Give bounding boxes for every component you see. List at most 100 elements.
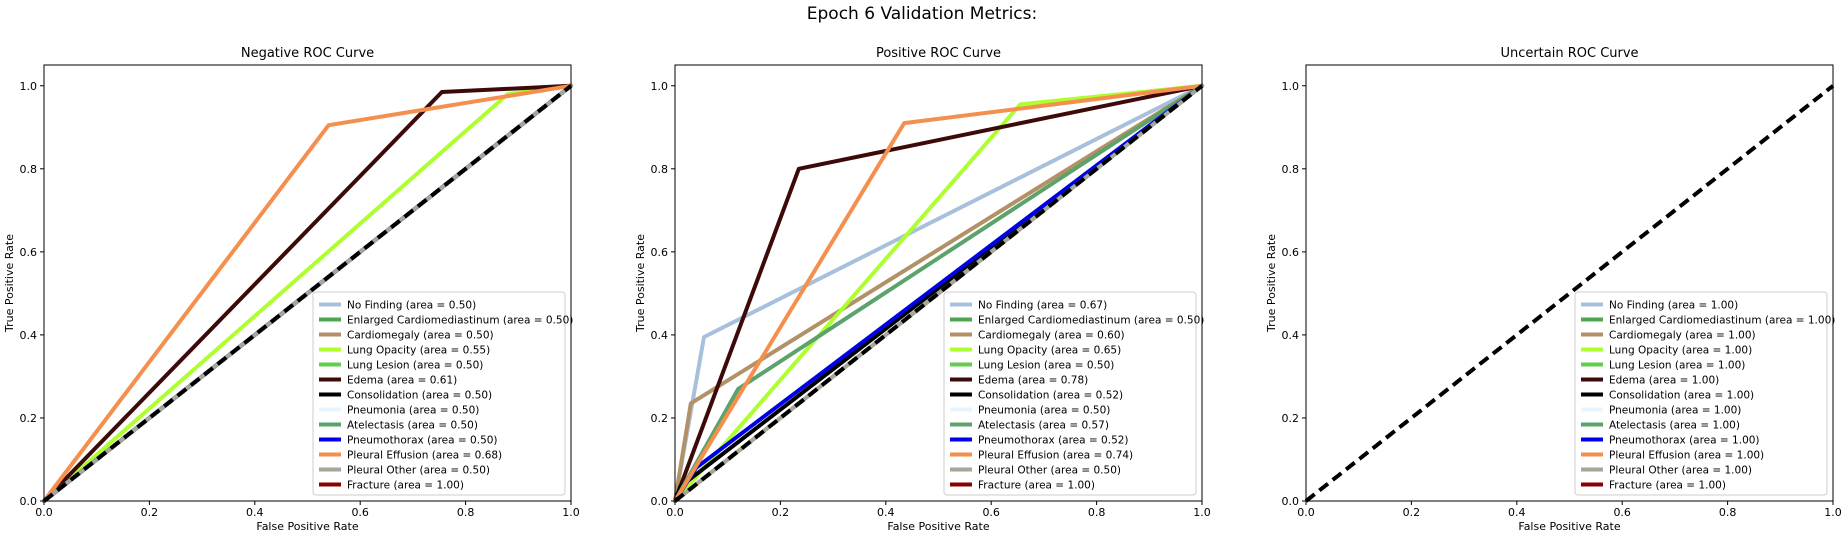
chart-title: Negative ROC Curve: [241, 46, 374, 61]
roc-line-11: [673, 83, 1204, 503]
legend-entry-label: Edema (area = 1.00): [1609, 375, 1719, 387]
legend-entry-label: Pleural Effusion (area = 1.00): [1609, 450, 1764, 462]
y-axis-label: True Positive Rate: [3, 234, 16, 333]
legend-entry-label: Edema (area = 0.61): [347, 375, 457, 387]
x-tick-label: 0.0: [666, 506, 684, 519]
y-tick-label: 0.8: [1282, 163, 1300, 176]
x-tick-label: 0.6: [351, 506, 369, 519]
legend-entry-label: Consolidation (area = 0.52): [978, 390, 1123, 402]
legend-entry-label: Pneumothorax (area = 0.52): [978, 435, 1129, 447]
x-tick-label: 1.0: [1824, 506, 1842, 519]
legend-entry-label: Pleural Other (area = 0.50): [978, 465, 1121, 477]
legend-entry-label: Edema (area = 0.78): [978, 375, 1088, 387]
x-tick-label: 0.8: [1719, 506, 1737, 519]
y-tick-label: 1.0: [651, 80, 669, 93]
legend-entry-label: No Finding (area = 0.67): [978, 300, 1107, 312]
legend-entry-label: Consolidation (area = 1.00): [1609, 390, 1754, 402]
legend-entry-label: Pleural Effusion (area = 0.68): [347, 450, 502, 462]
legend-entry-label: Pleural Effusion (area = 0.74): [978, 450, 1133, 462]
roc-line-11: [42, 83, 573, 503]
x-tick-label: 1.0: [1193, 506, 1211, 519]
x-tick-label: 1.0: [562, 506, 580, 519]
legend-entry-label: Pneumonia (area = 0.50): [978, 405, 1110, 417]
figure-title: Epoch 6 Validation Metrics:: [806, 4, 1038, 24]
x-tick-label: 0.0: [35, 506, 53, 519]
legend-entry-label: No Finding (area = 1.00): [1609, 300, 1738, 312]
legend-entry-label: Cardiomegaly (area = 0.60): [978, 330, 1125, 342]
y-tick-label: 0.2: [651, 412, 669, 425]
y-tick-label: 0.6: [20, 246, 38, 259]
y-tick-label: 0.2: [20, 412, 38, 425]
legend-entry-label: Enlarged Cardiomediastinum (area = 0.50): [978, 315, 1204, 327]
legend-entry-label: Consolidation (area = 0.50): [347, 390, 492, 402]
legend-entry-label: Atelectasis (area = 1.00): [1609, 420, 1740, 432]
legend-entry-label: Cardiomegaly (area = 1.00): [1609, 330, 1756, 342]
x-tick-label: 0.2: [141, 506, 159, 519]
legend-entry-label: Lung Opacity (area = 1.00): [1609, 345, 1752, 357]
axes-frame: [674, 64, 1203, 502]
y-tick-label: 1.0: [20, 80, 38, 93]
chart-title: Positive ROC Curve: [876, 46, 1001, 61]
x-axis-label: False Positive Rate: [256, 520, 358, 533]
y-tick-label: 0.2: [1282, 412, 1300, 425]
legend-box: [943, 291, 1197, 496]
legend-entry-label: Atelectasis (area = 0.57): [978, 420, 1109, 432]
y-tick-label: 0.4: [20, 329, 38, 342]
chance-diagonal-line: [673, 84, 1204, 503]
legend-entry-label: Lung Lesion (area = 0.50): [978, 360, 1114, 372]
x-tick-label: 0.6: [982, 506, 1000, 519]
legend-entry-label: Pleural Other (area = 1.00): [1609, 465, 1752, 477]
legend-entry-label: Lung Opacity (area = 0.55): [347, 345, 490, 357]
x-tick-label: 0.4: [877, 506, 895, 519]
legend-entry-label: Enlarged Cardiomediastinum (area = 0.50): [347, 315, 573, 327]
legend-entry-label: Pneumonia (area = 1.00): [1609, 405, 1741, 417]
legend-entry-label: Atelectasis (area = 0.50): [347, 420, 478, 432]
legend-entry-label: No Finding (area = 0.50): [347, 300, 476, 312]
y-tick-label: 0.8: [651, 163, 669, 176]
x-tick-label: 0.6: [1613, 506, 1631, 519]
legend: No Finding (area = 0.67) Enlarged Cardiom…: [943, 291, 1204, 496]
y-tick-label: 0.0: [651, 495, 669, 508]
legend-entry-label: Fracture (area = 1.00): [1609, 480, 1726, 492]
x-axis-label: False Positive Rate: [1518, 520, 1620, 533]
legend-entry-label: Enlarged Cardiomediastinum (area = 1.00): [1609, 315, 1835, 327]
y-tick-label: 0.6: [651, 246, 669, 259]
chance-diagonal-line: [1304, 84, 1835, 503]
x-tick-label: 0.4: [1508, 506, 1526, 519]
axes-frame: [43, 64, 572, 502]
legend-box: [1574, 291, 1828, 496]
y-tick-label: 0.4: [651, 329, 669, 342]
chance-diagonal-line: [42, 84, 573, 503]
roc-line-6: [673, 83, 1204, 503]
legend-box: [312, 291, 566, 496]
roc-line-3: [673, 83, 1204, 503]
y-axis-label: True Positive Rate: [1265, 234, 1278, 333]
legend-entry-label: Pneumothorax (area = 0.50): [347, 435, 498, 447]
legend-entry-label: Fracture (area = 1.00): [978, 480, 1095, 492]
chart-panel-1: Negative ROC Curve 0.0 0.2 0.4 0.6 0.8 1.0 0.0 0…: [3, 46, 580, 533]
legend-entry-label: Pleural Other (area = 0.50): [347, 465, 490, 477]
y-tick-label: 0.4: [1282, 329, 1300, 342]
y-tick-label: 0.0: [1282, 495, 1300, 508]
legend-entry-label: Lung Lesion (area = 1.00): [1609, 360, 1745, 372]
legend-entry-label: Lung Lesion (area = 0.50): [347, 360, 483, 372]
x-tick-label: 0.2: [1403, 506, 1421, 519]
y-tick-label: 0.8: [20, 163, 38, 176]
legend-entry-label: Fracture (area = 1.00): [347, 480, 464, 492]
legend-entry-label: Pneumonia (area = 0.50): [347, 405, 479, 417]
legend: No Finding (area = 0.50) Enlarged Cardiom…: [312, 291, 573, 496]
y-tick-label: 0.0: [20, 495, 38, 508]
x-tick-label: 0.8: [457, 506, 475, 519]
roc-line-6: [42, 83, 573, 503]
x-tick-label: 0.2: [772, 506, 790, 519]
legend-entry-label: Lung Opacity (area = 0.65): [978, 345, 1121, 357]
legend-entry-label: Pneumothorax (area = 1.00): [1609, 435, 1760, 447]
x-axis-label: False Positive Rate: [887, 520, 989, 533]
chart-title: Uncertain ROC Curve: [1500, 46, 1638, 61]
legend: No Finding (area = 1.00) Enlarged Cardiom…: [1574, 291, 1835, 496]
legend-entry-label: Cardiomegaly (area = 0.50): [347, 330, 494, 342]
y-tick-label: 0.6: [1282, 246, 1300, 259]
axes-frame: [1305, 64, 1834, 502]
chart-panel-3: Uncertain ROC Curve 0.0 0.2 0.4 0.6 0.8 1.0 0.0…: [1265, 46, 1842, 533]
